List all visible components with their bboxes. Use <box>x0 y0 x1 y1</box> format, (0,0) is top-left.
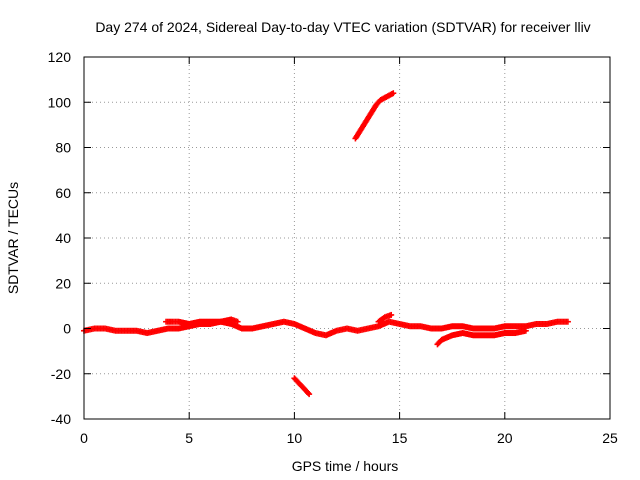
x-tick-label: 20 <box>497 430 513 446</box>
data-point <box>564 318 571 325</box>
x-tick-label: 25 <box>602 430 618 446</box>
data-point <box>234 318 241 325</box>
plot-frame <box>83 56 611 420</box>
y-tick-label: 120 <box>48 49 72 65</box>
axis-ticks: 0 5 10 15 20 25 -40 -20 0 20 40 60 80 100 120 <box>48 49 618 446</box>
x-tick-label: 5 <box>185 430 193 446</box>
y-axis-label: SDTVAR / TECUs <box>5 182 21 294</box>
y-tick-label: 80 <box>55 140 71 156</box>
x-axis-label: GPS time / hours <box>292 458 399 474</box>
data-point <box>388 311 395 318</box>
data-point <box>522 327 529 334</box>
data-points <box>81 90 571 398</box>
data-point <box>306 391 313 398</box>
y-tick-label: 0 <box>63 321 71 337</box>
y-tick-label: -40 <box>51 411 71 427</box>
data-point <box>390 90 397 97</box>
x-tick-label: 10 <box>287 430 303 446</box>
chart-title: Day 274 of 2024, Sidereal Day-to-day VTE… <box>95 19 590 35</box>
grid-lines <box>84 57 610 419</box>
x-tick-label: 0 <box>80 430 88 446</box>
data-point <box>305 389 312 396</box>
y-tick-label: 60 <box>55 185 71 201</box>
x-tick-label: 15 <box>392 430 408 446</box>
y-tick-label: 100 <box>48 94 72 110</box>
y-tick-label: 40 <box>55 230 71 246</box>
y-tick-label: 20 <box>55 275 71 291</box>
y-tick-label: -20 <box>51 366 71 382</box>
